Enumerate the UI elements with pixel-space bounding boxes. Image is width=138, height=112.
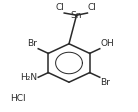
Text: OH: OH [100,39,114,48]
Text: Cl: Cl [56,3,65,12]
Text: Sn: Sn [71,11,82,20]
Text: Br: Br [100,78,110,87]
Text: HCl: HCl [10,94,26,102]
Text: H₂N: H₂N [20,73,38,82]
Text: Br: Br [27,39,37,48]
Text: Cl: Cl [87,3,96,12]
